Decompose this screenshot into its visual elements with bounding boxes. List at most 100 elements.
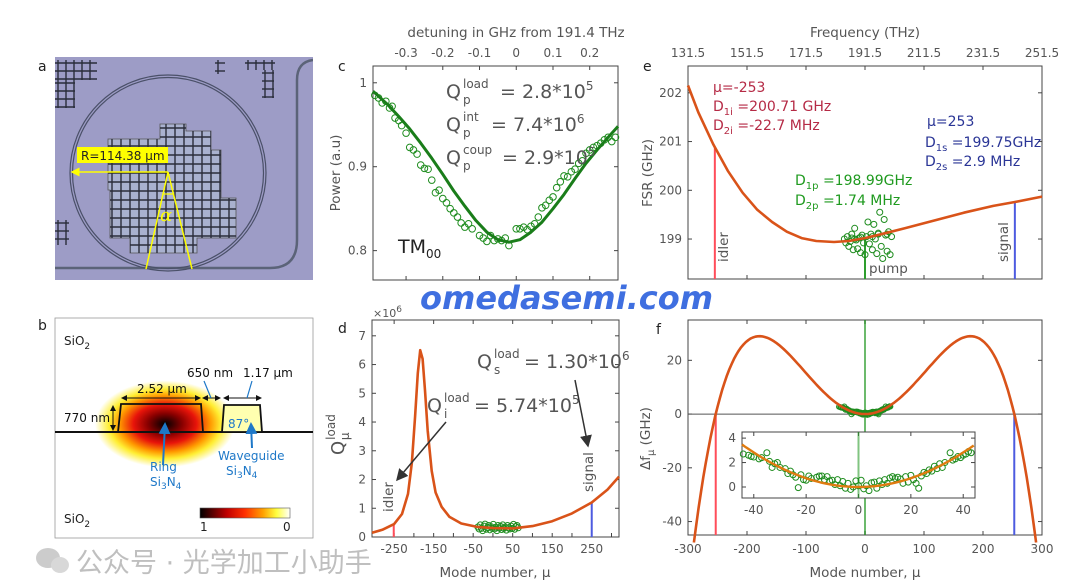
inset-data-point — [915, 484, 923, 492]
svg-text:公众号 · 光学加工小助手: 公众号 · 光学加工小助手 — [76, 548, 372, 579]
y-tick-label: 20 — [667, 353, 682, 367]
data-point — [549, 193, 557, 201]
y-tick-label: 0.8 — [348, 244, 367, 258]
x-tick-label: 231.5 — [966, 46, 1000, 60]
svg-text:D2i =-22.7 MHz: D2i =-22.7 MHz — [713, 118, 820, 137]
x-tick-label: 150 — [541, 542, 564, 556]
y-tick-label: 7 — [358, 329, 366, 343]
e-idler-annotation: μ=-253 D1i =200.71 GHz D2i =-22.7 MHz — [713, 80, 831, 137]
data-point — [876, 208, 884, 216]
angle-alpha-label: α — [160, 205, 172, 226]
data-point — [534, 213, 543, 221]
x-tick-label: 211.5 — [907, 46, 941, 60]
data-point — [877, 242, 885, 250]
d-idler-label: idler — [381, 482, 397, 512]
x-tick-label: 200 — [972, 542, 995, 556]
inset-fit-curve — [741, 443, 975, 489]
y-tick-label: 0.9 — [348, 160, 367, 174]
radius-annotation: R=114.38 μm α — [70, 147, 193, 270]
x-tick-label: -50 — [463, 542, 483, 556]
data-point — [541, 201, 550, 210]
data-point — [865, 240, 873, 248]
panel-label-e: e — [643, 59, 652, 75]
x-tick-label: 0.1 — [543, 46, 562, 60]
gap-label: 650 nm — [187, 366, 233, 380]
data-point — [453, 213, 462, 221]
ring-width-label: 2.52 μm — [137, 382, 187, 396]
c-ylabel: Power (a.u) — [328, 135, 344, 212]
x-tick-label: 50 — [505, 542, 520, 556]
x-tick-label: -20 — [796, 503, 816, 517]
waveguide-material-label: Si3N4 — [226, 464, 258, 481]
inset-data-point — [946, 449, 954, 457]
data-point — [420, 164, 429, 173]
data-point — [845, 242, 853, 250]
data-point — [611, 133, 620, 142]
data-point — [849, 246, 857, 254]
inset-data-point — [794, 484, 802, 492]
y-tick-label: 200 — [659, 183, 682, 197]
watermark-wechat: 公众号 · 光学加工小助手 — [36, 548, 372, 579]
sio2-top-label: SiO2 — [64, 334, 90, 352]
e-top-xlabel: Frequency (THz) — [810, 25, 920, 41]
svg-text:D1s =199.75GHz: D1s =199.75GHz — [925, 135, 1041, 154]
svg-text:D2p =1.74 MHz: D2p =1.74 MHz — [795, 193, 900, 212]
microscope-image — [55, 57, 313, 280]
mode-profile: SiO2 SiO2 2.52 μm 650 nm 1.17 μm 770 nm … — [54, 317, 314, 539]
x-tick-label: 191.5 — [848, 46, 882, 60]
data-point — [442, 198, 451, 207]
colorbar-min-label: 1 — [200, 520, 208, 534]
svg-text:D1i =200.71 GHz: D1i =200.71 GHz — [713, 99, 831, 118]
data-point — [879, 255, 887, 263]
data-point — [861, 251, 869, 259]
fit-curve — [371, 348, 620, 534]
data-point — [851, 224, 859, 232]
data-point — [563, 172, 572, 181]
data-point — [870, 220, 878, 228]
data-point — [435, 186, 443, 195]
data-point — [571, 165, 579, 174]
e-idler-label: idler — [716, 232, 732, 262]
data-point — [857, 249, 865, 257]
x-tick-label: 100 — [913, 542, 936, 556]
data-point — [578, 157, 587, 165]
chart-d-q-load: -250 -150 -50 50 150 250 0 1 2 3 4 5 6 7 — [358, 319, 620, 556]
d-signal-arrow — [574, 379, 592, 448]
d-signal-label: signal — [581, 452, 597, 492]
data-point — [556, 178, 565, 186]
height-label: 770 nm — [64, 411, 110, 425]
x-tick-label: 20 — [903, 503, 918, 517]
inset-data-point — [747, 452, 755, 460]
y-tick-label: 2 — [728, 456, 736, 470]
radius-label: R=114.38 μm — [81, 149, 165, 163]
x-tick-label: 131.5 — [671, 46, 705, 60]
x-tick-label: -200 — [733, 542, 760, 556]
panel-label-a: a — [38, 59, 47, 75]
inset-data-point — [857, 476, 865, 484]
x-tick-label: 300 — [1031, 542, 1054, 556]
data-point — [864, 218, 872, 226]
data-point — [464, 219, 473, 228]
d-xlabel: Mode number, μ — [440, 565, 551, 581]
y-tick-label: 3 — [358, 444, 366, 458]
x-tick-label: 171.5 — [789, 46, 823, 60]
x-tick-label: -100 — [792, 542, 819, 556]
y-tick-label: 4 — [728, 431, 736, 445]
e-signal-label: signal — [996, 222, 1012, 262]
y-tick-label: 0 — [674, 407, 682, 421]
data-point — [512, 225, 521, 233]
data-point — [552, 183, 561, 192]
inset-data-point — [967, 449, 975, 457]
chart-c-power-transmission: -0.3 -0.2 -0.1 0 0.1 0.2 0.8 0.9 1 — [348, 46, 620, 281]
svg-text:μ=253: μ=253 — [927, 114, 974, 130]
data-point — [468, 225, 476, 233]
colorbar — [199, 507, 291, 519]
x-tick-label: 250 — [580, 542, 603, 556]
watermark-site: omedasemi.com — [420, 279, 713, 317]
data-point — [886, 251, 894, 259]
d-idler-arrow — [396, 421, 447, 482]
